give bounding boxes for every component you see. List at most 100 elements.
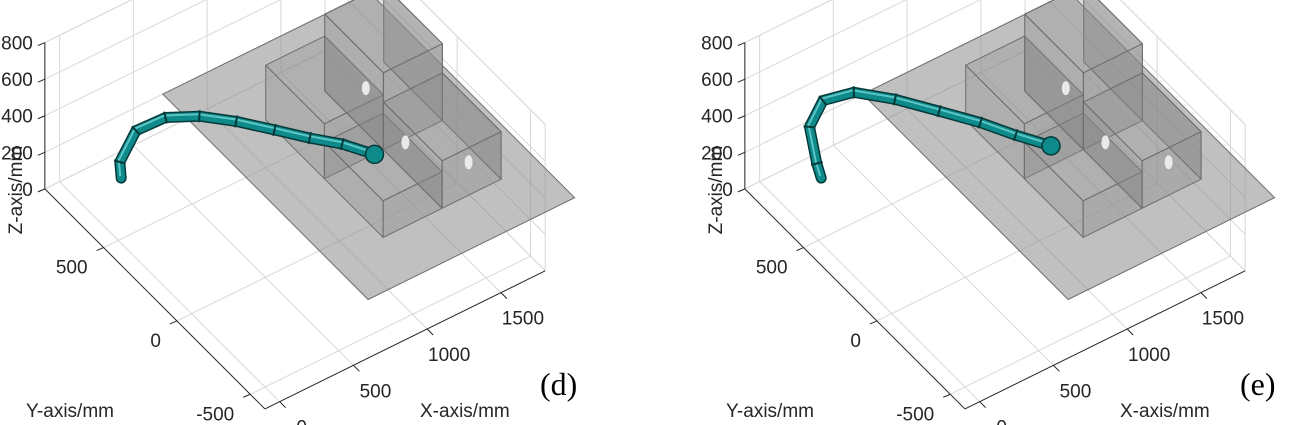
robot-joint xyxy=(198,110,201,123)
robot-body xyxy=(115,112,379,183)
x-tick-mark xyxy=(500,292,508,299)
x-tick-label: 1500 xyxy=(1202,309,1244,330)
y-tick-mark xyxy=(869,320,878,325)
obstacle-cube xyxy=(324,0,443,151)
robot-joint xyxy=(131,125,141,136)
obstacle-cube xyxy=(1024,0,1143,151)
obstacle-cube xyxy=(382,72,502,209)
y-tick-label: -500 xyxy=(896,404,934,425)
y-tick-mark xyxy=(796,247,804,252)
x-axis-label: X-axis/mm xyxy=(420,401,510,422)
robot-joint xyxy=(234,115,239,128)
z-tick-mark xyxy=(37,42,46,47)
robot-joint xyxy=(936,105,942,118)
obstacle-hole xyxy=(1061,81,1070,96)
robot-series xyxy=(113,110,385,184)
robot-joint xyxy=(977,116,984,129)
z-tick-mark xyxy=(37,115,46,120)
z-tick-mark xyxy=(737,151,746,156)
robot-joint xyxy=(810,161,823,166)
y-tick-label: 0 xyxy=(850,331,861,352)
floor-gridline-x xyxy=(833,144,1054,366)
obstacle-hole xyxy=(1101,135,1110,150)
y-axis-label: Y-axis/mm xyxy=(726,401,814,422)
x-tick-label: 500 xyxy=(360,381,392,402)
floor-pane xyxy=(44,50,546,409)
x-axis-label: X-axis/mm xyxy=(1120,401,1210,422)
x-axis-line xyxy=(264,270,546,410)
z-tick-mark xyxy=(737,188,746,193)
robot-joint xyxy=(818,95,828,106)
box-edge xyxy=(744,0,833,44)
z-tick-mark xyxy=(737,115,746,120)
backwall-gridline-z xyxy=(44,0,207,80)
floor-gridline-x xyxy=(59,181,281,403)
box-edge xyxy=(44,0,133,44)
obstacle-cube-face xyxy=(383,0,443,122)
x-tick-label: 0 xyxy=(996,418,1007,425)
x-tick-mark xyxy=(1053,364,1060,372)
x-axis-line xyxy=(964,270,1246,410)
z-tick-mark xyxy=(37,151,46,156)
robot-end-effector xyxy=(364,144,385,165)
obstacle-cube xyxy=(1082,72,1202,209)
floor-pane xyxy=(744,50,1246,409)
robot-end-effector xyxy=(1041,136,1061,156)
obstacle-hole xyxy=(464,155,473,170)
robot-joint xyxy=(339,137,345,151)
box-edge xyxy=(1119,0,1246,125)
obstacle-cube-face xyxy=(382,101,443,209)
x-tick-mark xyxy=(426,328,434,336)
floor-gridline-y xyxy=(250,255,531,395)
x-tick-mark xyxy=(979,401,987,409)
robot-joint xyxy=(1012,129,1019,142)
x-tick-mark xyxy=(1126,328,1134,336)
floor-gridline-x xyxy=(759,181,981,403)
x-tick-mark xyxy=(1200,292,1208,299)
y-tick-label: -500 xyxy=(196,404,234,425)
robot-joint xyxy=(113,159,126,165)
y-tick-label: 500 xyxy=(56,258,88,279)
obstacle-hole xyxy=(361,81,370,96)
y-tick-label: 500 xyxy=(756,258,788,279)
z-tick-label: 800 xyxy=(701,34,733,55)
obstacle-cube-face xyxy=(1082,101,1143,209)
z-axis-label: Z-axis/mm xyxy=(706,146,727,235)
y-axis-line xyxy=(44,188,266,410)
x-tick-mark xyxy=(279,401,287,409)
panel-label: (d) xyxy=(540,366,577,402)
y-tick-mark xyxy=(243,393,251,398)
z-tick-label: 400 xyxy=(701,107,733,128)
robot-joint xyxy=(892,93,898,106)
z-tick-label: 600 xyxy=(1,70,33,91)
z-tick-label: 200 xyxy=(701,143,733,164)
box-edge xyxy=(419,0,546,125)
z-tick-label: 800 xyxy=(1,34,33,55)
robot-joint xyxy=(803,125,816,129)
y-tick-mark xyxy=(96,247,104,252)
y-axis-line xyxy=(744,188,966,410)
obstacle-cube-face xyxy=(1083,0,1143,122)
floor-gridline-x xyxy=(133,144,354,366)
backwall-gridline-z xyxy=(44,0,281,117)
z-tick-label: 600 xyxy=(701,70,733,91)
x-tick-label: 1000 xyxy=(428,345,470,366)
floor-gridline-y xyxy=(950,255,1231,395)
x-tick-mark xyxy=(353,364,360,372)
z-tick-label: 200 xyxy=(1,143,33,164)
z-tick-mark xyxy=(37,188,46,193)
z-tick-mark xyxy=(37,78,46,83)
z-tick-label: 0 xyxy=(722,180,733,201)
x-tick-label: 500 xyxy=(1060,381,1092,402)
x-tick-label: 1500 xyxy=(502,309,544,330)
obstacle-cube-face xyxy=(324,13,384,151)
robot-series xyxy=(803,86,1061,184)
y-tick-mark xyxy=(169,320,178,325)
y-tick-label: 0 xyxy=(150,331,161,352)
chart-panel-2: 0 500 1000 1500 -500 0 500 0 200 400 600 800 X-axis/… xyxy=(701,0,1276,425)
panel-label: (e) xyxy=(1240,366,1276,402)
z-tick-mark xyxy=(737,78,746,83)
y-tick-mark xyxy=(943,393,951,398)
robot-joint xyxy=(307,132,312,145)
